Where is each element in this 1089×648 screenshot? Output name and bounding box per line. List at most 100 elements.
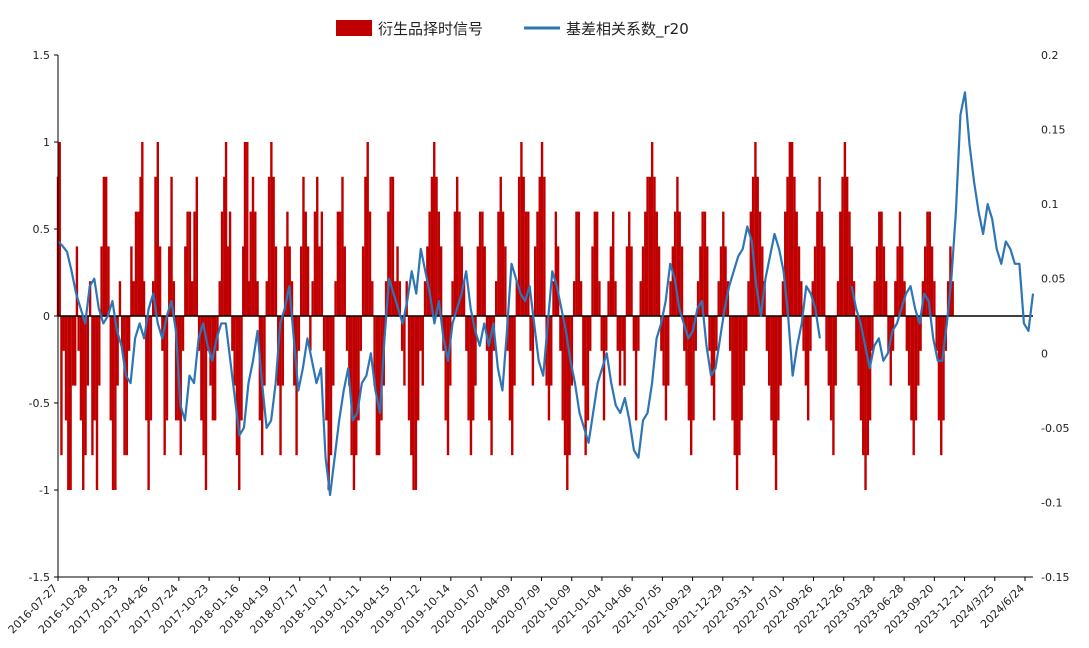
bar-mark: [476, 246, 480, 316]
bar-mark: [359, 316, 363, 351]
bar-mark: [469, 316, 473, 456]
bar-mark: [699, 246, 702, 316]
bar-mark: [660, 316, 663, 351]
bar-mark: [184, 246, 187, 316]
bar-mark: [104, 176, 108, 316]
bar-mark: [497, 211, 500, 316]
bar-mark: [862, 316, 865, 456]
bar-mark: [517, 176, 521, 316]
bar-mark: [91, 316, 94, 456]
bar-mark: [919, 316, 922, 351]
bar-mark: [829, 316, 833, 421]
bar-mark: [600, 316, 603, 351]
bar-mark: [712, 316, 716, 421]
bar-mark: [191, 281, 194, 316]
bar-mark: [816, 211, 819, 316]
bar-mark: [84, 316, 87, 456]
bar-mark: [107, 246, 110, 316]
bar-mark: [763, 281, 766, 316]
bar-mark: [930, 246, 934, 316]
bar-mark: [547, 316, 551, 421]
bar-mark: [64, 316, 68, 421]
bar-mark: [779, 316, 782, 386]
bar-mark: [145, 316, 148, 421]
bar-mark: [767, 316, 771, 386]
bar-mark: [267, 176, 271, 316]
bar-mark: [717, 281, 720, 316]
bar-mark: [644, 211, 647, 316]
bar-mark: [653, 176, 656, 316]
bar-mark: [568, 316, 571, 456]
bar-mark: [774, 316, 778, 490]
bar-mark: [213, 316, 217, 421]
bar-mark: [341, 176, 344, 316]
bar-mark: [591, 246, 594, 316]
bar-mark: [309, 316, 312, 351]
bar-mark: [818, 176, 821, 316]
bar-mark: [540, 142, 544, 316]
bar-mark: [334, 281, 337, 316]
left-axis-tick-label: 1: [43, 136, 50, 149]
bar-mark: [859, 316, 863, 421]
bar-mark: [914, 316, 918, 421]
right-axis-tick-label: 0.2: [1041, 49, 1059, 62]
legend-swatch-bar: [336, 20, 372, 36]
bar-mark: [572, 281, 576, 316]
bar-mark: [316, 176, 319, 316]
bar-mark: [740, 316, 743, 421]
right-axis-tick-label: 0: [1041, 347, 1048, 360]
bar-mark: [621, 316, 624, 351]
bar-mark: [223, 176, 226, 316]
bar-mark: [738, 316, 741, 456]
bar-mark: [946, 281, 950, 316]
bar-mark: [797, 246, 801, 316]
bar-mark: [109, 316, 112, 421]
line-series-path: [57, 225, 821, 497]
bar-mark: [545, 316, 548, 386]
bar-mark: [60, 316, 63, 456]
bar-mark: [437, 211, 441, 316]
left-axis-tick-label: -1.5: [29, 571, 50, 584]
bar-mark: [95, 316, 99, 490]
bar-mark: [657, 246, 661, 316]
right-axis-tick-label: -0.15: [1041, 571, 1069, 584]
bar-mark: [650, 142, 654, 316]
line-series-path: [850, 91, 1035, 370]
bar-mark: [706, 246, 709, 316]
bar-mark: [570, 316, 574, 386]
bar-mark: [905, 316, 909, 351]
bar-mark: [806, 316, 810, 421]
bar-mark: [380, 316, 383, 421]
left-axis-tick-label: 0: [43, 310, 50, 323]
bar-mark: [928, 211, 931, 316]
bar-mark: [552, 281, 555, 316]
bar-mark: [179, 316, 182, 456]
bar-mark: [618, 316, 622, 386]
bar-mark: [111, 316, 115, 490]
bar-mark: [458, 211, 461, 316]
bar-mark: [745, 316, 748, 351]
bar-mark: [896, 246, 899, 316]
bar-mark: [724, 246, 727, 316]
bar-mark: [246, 142, 249, 316]
bar-mark: [917, 316, 920, 386]
bar-mark: [639, 281, 642, 316]
bar-mark: [875, 246, 879, 316]
bar-mark: [696, 281, 700, 316]
bar-mark: [733, 316, 736, 456]
bar-mark: [790, 142, 794, 316]
bar-mark: [641, 246, 645, 316]
bar-mark: [781, 281, 785, 316]
bar-mark: [561, 316, 564, 421]
bar-mark: [788, 142, 792, 316]
bar-mark: [680, 246, 684, 316]
bar-mark: [839, 211, 842, 316]
bar-mark: [667, 316, 670, 386]
bar-mark: [825, 316, 828, 351]
bar-mark: [218, 281, 221, 316]
bar-mark: [465, 316, 468, 351]
bar-mark: [125, 316, 129, 456]
legend-label-line: 基差相关系数_r20: [566, 20, 689, 39]
bar-mark: [481, 211, 484, 316]
